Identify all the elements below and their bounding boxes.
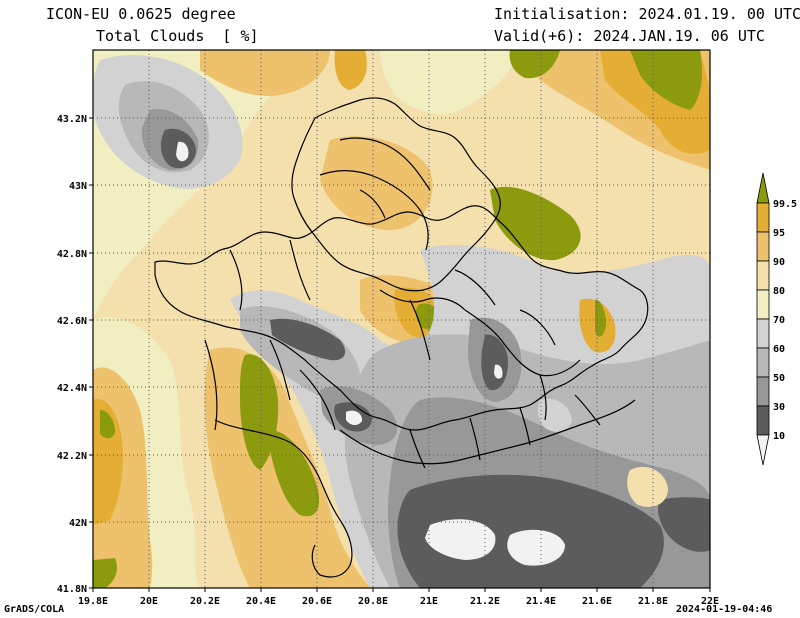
lat-label: 41.8N [57,584,87,595]
cloud-region [270,318,346,361]
cloud-region [100,410,115,439]
variable-title: Total Clouds [ %] [96,27,259,45]
lon-label: 20E [140,596,158,607]
colorbar-top-triangle [756,172,770,204]
lat-label: 42.2N [57,451,87,462]
colorbar-segment [756,260,770,291]
region-border [519,309,556,346]
plot-frame [92,49,711,589]
region-border [359,189,386,219]
footer-credit: GrADS/COLA [4,604,65,615]
lat-label: 42.4N [57,383,87,394]
cloud-region [494,364,503,379]
region-border [574,394,601,426]
colorbar-label: 80 [773,286,785,297]
region-border [299,369,336,431]
init-time: Initialisation: 2024.01.19. 00 UTC [494,5,800,23]
lon-label: 21E [420,596,438,607]
cloud-region [200,50,330,96]
graticule [93,50,710,588]
colorbar-label: 50 [773,373,785,384]
region-border [409,299,431,361]
region-border [289,239,311,301]
colorbar-label: 70 [773,315,785,326]
colorbar-bottom-triangle [756,434,770,466]
region-border [339,137,431,191]
region-border [464,309,581,377]
cloud-region [240,306,361,400]
lon-label: 19.8E [78,596,108,607]
lon-label: 20.2E [190,596,220,607]
lon-label: 20.6E [302,596,332,607]
region-border [269,339,291,401]
region-border [379,289,466,311]
lon-label: 21.8E [638,596,668,607]
cloud-region [320,136,433,230]
cloud-region [93,558,117,588]
colorbar-segment [756,405,770,436]
valid-time: Valid(+6): 2024.JAN.19. 06 UTC [494,27,765,45]
cloud-region [627,466,668,507]
region-border [409,429,426,469]
region-border [469,417,481,461]
lon-label: 20.4E [246,596,276,607]
colorbar-label: 95 [773,228,785,239]
colorbar-label: 10 [773,431,785,442]
latitude-labels: 43.2N 43N 42.8N 42.6N 42.4N 42.2N 42N 41.8N [57,114,87,595]
lat-label: 42.8N [57,249,87,260]
colorbar-label: 60 [773,344,785,355]
lat-label: 43N [69,181,87,192]
cloud-region [595,299,606,337]
region-border [519,407,531,446]
colorbar-segment [756,376,770,407]
country-border [214,419,353,578]
colorbar-label: 99.5 [773,199,797,210]
lon-label: 21.4E [526,596,556,607]
colorbar-segment [756,347,770,378]
colorbar-segment [756,202,770,233]
cloud-region [657,497,710,552]
cloud-region [630,50,702,110]
longitude-labels: 19.8E 20E 20.2E 20.4E 20.6E 20.8E 21E 21.2E 21.4… [78,596,719,607]
region-border [539,374,547,421]
cloud-field [93,50,710,588]
region-border [229,249,243,311]
border-lines [154,97,649,578]
region-border [291,97,501,292]
cloud-region [509,50,560,79]
colorbar-segment [756,318,770,349]
colorbar-segment [756,231,770,262]
lon-label: 22E [701,596,719,607]
cloud-region [507,529,565,566]
cloud-region [176,141,189,162]
lat-label: 42N [69,518,87,529]
cloud-region [240,354,279,470]
country-border-outline [154,205,649,431]
colorbar-label: 30 [773,402,785,413]
cloud-region [490,186,581,261]
lon-label: 21.6E [582,596,612,607]
model-title: ICON-EU 0.0625 degree [46,5,236,23]
lon-label: 21.2E [470,596,500,607]
cloud-region [346,410,363,426]
lat-label: 43.2N [57,114,87,125]
axis-ticks [89,117,711,592]
lat-label: 42.6N [57,316,87,327]
region-border [454,269,496,306]
cloud-region [270,430,320,517]
country-border [339,399,636,465]
colorbar-segment [756,289,770,320]
region-border [319,170,429,251]
lon-label: 20.8E [358,596,388,607]
cloud-region [334,50,367,90]
colorbar: 99.5 95 90 80 70 60 50 30 10 [756,172,797,466]
footer-timestamp: 2024-01-19-04:46 [676,604,773,615]
colorbar-label: 90 [773,257,785,268]
cloud-region [425,519,496,560]
